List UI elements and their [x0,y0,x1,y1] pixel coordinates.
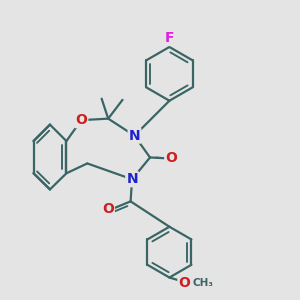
Text: N: N [126,172,138,186]
Text: O: O [165,152,177,165]
Text: O: O [75,113,87,127]
Text: CH₃: CH₃ [193,278,214,288]
Text: F: F [165,31,174,45]
Text: O: O [178,276,190,290]
Text: O: O [102,202,114,216]
Text: N: N [129,129,140,143]
